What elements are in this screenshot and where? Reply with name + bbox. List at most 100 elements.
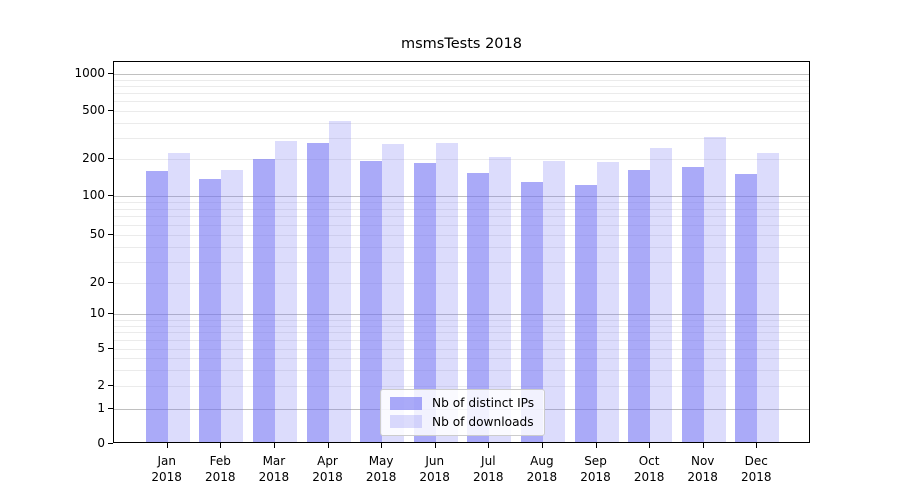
bar-distinct-ips: [681, 167, 704, 442]
gridline-minor: [114, 216, 809, 218]
y-tick-mark: [108, 73, 113, 75]
y-tick-label: 0: [97, 436, 105, 450]
x-tick-label: Aug 2018: [526, 454, 558, 484]
plot-area: [113, 61, 810, 443]
bar-downloads: [596, 162, 619, 442]
legend-item-distinct-ips: Nb of distinct IPs: [390, 396, 535, 410]
x-tick-mark: [220, 443, 222, 448]
bar-downloads: [382, 143, 405, 442]
x-tick-mark: [541, 443, 543, 448]
gridline-minor: [114, 282, 809, 284]
bar-distinct-ips: [574, 185, 597, 442]
gridline-minor: [114, 159, 809, 161]
bar-distinct-ips: [252, 158, 275, 442]
gridline-major: [114, 314, 809, 316]
y-tick-mark: [108, 385, 113, 386]
gridline-minor: [114, 93, 809, 95]
gridline-major: [114, 196, 809, 197]
y-tick-mark: [108, 234, 113, 236]
gridline-minor: [114, 137, 809, 139]
bar-distinct-ips: [628, 170, 651, 442]
bar-distinct-ips: [413, 163, 436, 442]
y-tick-mark: [108, 195, 113, 196]
legend-label-distinct-ips: Nb of distinct IPs: [432, 396, 535, 411]
y-tick-mark: [108, 443, 113, 444]
y-tick-mark: [108, 281, 113, 283]
y-tick-label: 100: [82, 188, 105, 202]
y-tick-label: 10: [89, 306, 105, 321]
x-tick-mark: [327, 443, 329, 448]
y-tick-mark: [108, 408, 113, 410]
y-tick-mark: [108, 158, 113, 160]
bar-downloads: [167, 152, 190, 442]
y-tick-label: 1000: [74, 66, 105, 81]
gridline-minor: [114, 369, 809, 371]
x-tick-mark: [702, 443, 704, 448]
gridline-minor: [114, 79, 809, 81]
y-tick-mark: [108, 110, 113, 111]
y-tick-label: 50: [89, 227, 105, 242]
x-tick-mark: [434, 443, 436, 448]
bar-distinct-ips: [360, 161, 383, 442]
chart-title: msmsTests 2018: [401, 36, 522, 52]
y-tick-label: 2: [97, 378, 105, 392]
y-tick-mark: [108, 313, 113, 315]
x-tick-label: Dec 2018: [741, 454, 772, 484]
x-tick-label: Mar 2018: [258, 454, 290, 484]
bar-downloads: [542, 161, 565, 442]
x-tick-label: Nov 2018: [687, 454, 718, 484]
gridline-minor: [114, 225, 809, 226]
gridline-minor: [114, 358, 809, 360]
x-tick-mark: [595, 443, 597, 448]
gridline-minor: [114, 111, 809, 112]
legend: Nb of distinct IPs Nb of downloads: [380, 389, 545, 436]
gridline-minor: [114, 261, 809, 263]
legend-item-downloads: Nb of downloads: [390, 415, 535, 429]
gridline-minor: [114, 325, 809, 327]
x-tick-label: Oct 2018: [633, 454, 665, 484]
x-tick-label: Jul 2018: [473, 454, 504, 484]
bar-downloads: [221, 170, 244, 442]
gridline-minor: [114, 122, 809, 124]
bar-distinct-ips: [467, 172, 490, 442]
bar-downloads: [274, 141, 297, 442]
distinct-ips-swatch-icon: [390, 396, 422, 410]
bar-distinct-ips: [520, 182, 543, 442]
x-tick-mark: [273, 443, 275, 448]
y-tick-mark: [108, 348, 113, 350]
bar-distinct-ips: [145, 170, 168, 442]
y-tick-label: 1: [97, 401, 105, 416]
gridline-minor: [114, 86, 809, 88]
x-tick-label: Jun 2018: [419, 454, 450, 484]
y-tick-label: 20: [89, 274, 105, 289]
downloads-swatch-icon: [390, 415, 422, 429]
x-tick-mark: [381, 443, 383, 448]
gridline-minor: [114, 246, 809, 248]
x-tick-label: Sep 2018: [580, 454, 611, 484]
x-tick-label: Apr 2018: [312, 454, 343, 484]
legend-label-downloads: Nb of downloads: [432, 414, 534, 429]
x-tick-mark: [756, 443, 758, 448]
bar-downloads: [328, 120, 351, 442]
bar-distinct-ips: [306, 142, 329, 442]
bar-downloads: [489, 157, 512, 442]
bar-downloads: [650, 147, 673, 442]
x-tick-mark: [166, 443, 168, 448]
gridline-minor: [114, 319, 809, 321]
x-tick-label: Feb 2018: [205, 454, 236, 484]
y-tick-label: 5: [97, 341, 105, 356]
gridline-major: [114, 74, 809, 76]
x-tick-label: Jan 2018: [151, 454, 182, 484]
y-tick-label: 200: [82, 151, 105, 166]
gridline-minor: [114, 332, 809, 334]
bar-downloads: [435, 143, 458, 442]
y-tick-label: 500: [82, 103, 105, 117]
bar-downloads: [703, 137, 726, 442]
x-tick-mark: [649, 443, 651, 448]
gridline-minor: [114, 202, 809, 203]
bar-downloads: [757, 153, 780, 442]
gridline-minor: [114, 208, 809, 210]
bar-distinct-ips: [735, 174, 758, 442]
gridline-minor: [114, 340, 809, 342]
